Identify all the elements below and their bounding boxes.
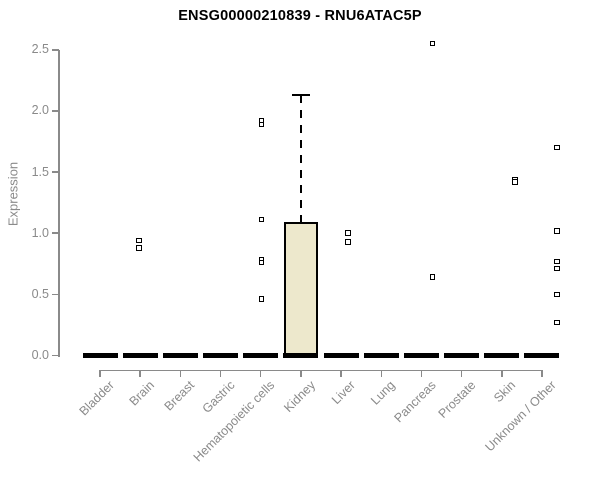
x-axis-line <box>99 369 543 371</box>
median-line <box>122 353 158 358</box>
outlier-point <box>258 216 265 223</box>
x-axis-tick <box>259 370 262 377</box>
median-line <box>283 353 319 358</box>
outlier-point <box>136 245 142 251</box>
outlier-point <box>554 258 560 265</box>
outlier-point <box>554 265 560 272</box>
outlier-point <box>554 319 560 326</box>
x-axis-tick <box>420 370 423 377</box>
x-axis-tick <box>219 370 222 377</box>
upper-whisker <box>299 95 302 223</box>
y-tick-label: 0.0 <box>31 348 49 362</box>
y-axis-tick <box>51 293 59 296</box>
outlier-point <box>512 179 518 185</box>
x-axis-tick <box>99 370 101 377</box>
outlier-point <box>136 237 142 244</box>
outlier-point <box>429 274 436 280</box>
x-category-label: Skin <box>491 378 519 406</box>
y-tick-label: 2.5 <box>31 42 49 57</box>
median-line <box>82 353 118 358</box>
chart-title: ENSG00000210839 - RNU6ATAC5P <box>178 8 422 24</box>
x-category-label: Bladder <box>76 378 117 419</box>
y-axis-tick <box>51 232 59 234</box>
y-axis-tick <box>51 110 59 112</box>
outlier-point <box>554 144 560 151</box>
x-category-label: Gastric <box>199 378 238 416</box>
median-line <box>403 353 439 358</box>
median-line <box>484 353 520 358</box>
outlier-point <box>258 259 265 266</box>
x-category-label: Liver <box>328 378 358 408</box>
median-line <box>243 353 279 358</box>
x-axis-tick <box>380 370 382 377</box>
median-line <box>162 353 198 358</box>
x-axis-tick <box>340 370 342 377</box>
median-line <box>323 353 359 358</box>
outlier-point <box>258 296 265 302</box>
x-category-label: Pancreas <box>391 378 439 426</box>
outlier-point <box>429 40 436 47</box>
x-axis-tick <box>541 370 543 377</box>
median-line <box>444 353 480 358</box>
x-category-label: Lung <box>368 378 399 408</box>
x-category-label: Kidney <box>280 378 318 415</box>
y-tick-label: 1.5 <box>31 164 49 179</box>
outlier-point <box>554 291 560 298</box>
whisker-cap <box>291 93 310 97</box>
x-category-label: Unknown / Other <box>482 378 559 455</box>
box <box>283 222 318 356</box>
y-axis-tick <box>51 49 59 51</box>
median-line <box>363 353 399 358</box>
outlier-point <box>345 239 351 245</box>
x-axis-tick <box>139 370 141 377</box>
y-tick-label: 0.5 <box>31 286 49 301</box>
y-axis-tick <box>51 354 59 357</box>
x-axis-tick <box>501 370 503 377</box>
y-tick-label: 1.0 <box>31 225 49 240</box>
x-axis-tick <box>179 370 182 377</box>
median-line <box>203 353 239 358</box>
y-axis-tick <box>51 171 59 173</box>
x-category-label: Prostate <box>435 378 479 421</box>
x-category-label: Breast <box>161 378 198 414</box>
x-axis-tick <box>460 370 463 377</box>
outlier-point <box>258 121 265 128</box>
y-axis-line <box>58 49 60 357</box>
x-category-label: Brain <box>126 378 158 409</box>
outlier-point <box>345 230 351 236</box>
y-tick-label: 2.0 <box>31 103 49 118</box>
x-axis-tick <box>300 370 302 377</box>
outlier-point <box>554 228 560 234</box>
median-line <box>524 353 560 358</box>
